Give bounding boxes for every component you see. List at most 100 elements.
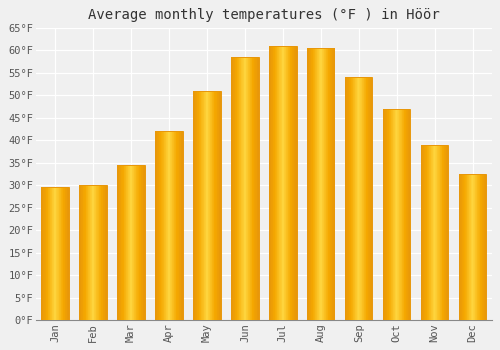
Bar: [168, 131, 169, 320]
Bar: [82, 185, 83, 320]
Bar: [290, 46, 291, 320]
Bar: [211, 91, 212, 320]
Bar: [201, 91, 202, 320]
Bar: [133, 165, 134, 320]
Bar: [55, 187, 56, 320]
Bar: [213, 91, 214, 320]
Bar: [482, 174, 483, 320]
Bar: [442, 145, 443, 320]
Bar: [362, 77, 363, 320]
Bar: [131, 165, 132, 320]
Bar: [384, 108, 385, 320]
Bar: [280, 46, 281, 320]
Bar: [86, 185, 87, 320]
Bar: [102, 185, 104, 320]
Bar: [80, 185, 81, 320]
Bar: [137, 165, 138, 320]
Bar: [329, 48, 330, 320]
Bar: [209, 91, 210, 320]
Bar: [136, 165, 137, 320]
Bar: [430, 145, 432, 320]
Bar: [459, 174, 460, 320]
Bar: [163, 131, 164, 320]
Bar: [352, 77, 354, 320]
Bar: [289, 46, 290, 320]
Bar: [287, 46, 288, 320]
Bar: [125, 165, 126, 320]
Bar: [406, 108, 407, 320]
Bar: [323, 48, 324, 320]
Bar: [371, 77, 372, 320]
Bar: [324, 48, 325, 320]
Bar: [236, 57, 238, 320]
Bar: [345, 77, 346, 320]
Bar: [436, 145, 437, 320]
Bar: [95, 185, 96, 320]
Bar: [92, 185, 93, 320]
Bar: [370, 77, 371, 320]
Bar: [427, 145, 428, 320]
Bar: [390, 108, 392, 320]
Bar: [402, 108, 403, 320]
Bar: [465, 174, 466, 320]
Bar: [320, 48, 321, 320]
Bar: [472, 174, 474, 320]
Bar: [50, 187, 51, 320]
Bar: [392, 108, 394, 320]
Bar: [252, 57, 253, 320]
Bar: [175, 131, 176, 320]
Bar: [118, 165, 120, 320]
Bar: [407, 108, 408, 320]
Bar: [249, 57, 250, 320]
Bar: [47, 187, 48, 320]
Title: Average monthly temperatures (°F ) in Höör: Average monthly temperatures (°F ) in Hö…: [88, 8, 440, 22]
Bar: [46, 187, 47, 320]
Bar: [81, 185, 82, 320]
Bar: [479, 174, 480, 320]
Bar: [484, 174, 485, 320]
Bar: [257, 57, 258, 320]
Bar: [464, 174, 465, 320]
Bar: [466, 174, 467, 320]
Bar: [162, 131, 163, 320]
Bar: [383, 108, 410, 320]
Bar: [62, 187, 64, 320]
Bar: [292, 46, 293, 320]
Bar: [364, 77, 365, 320]
Bar: [438, 145, 439, 320]
Bar: [426, 145, 427, 320]
Bar: [165, 131, 166, 320]
Bar: [120, 165, 121, 320]
Bar: [218, 91, 219, 320]
Bar: [231, 57, 232, 320]
Bar: [396, 108, 397, 320]
Bar: [194, 91, 220, 320]
Bar: [480, 174, 481, 320]
Bar: [42, 187, 69, 320]
Bar: [94, 185, 95, 320]
Bar: [44, 187, 45, 320]
Bar: [207, 91, 208, 320]
Bar: [286, 46, 287, 320]
Bar: [394, 108, 396, 320]
Bar: [129, 165, 130, 320]
Bar: [200, 91, 201, 320]
Bar: [87, 185, 88, 320]
Bar: [481, 174, 482, 320]
Bar: [440, 145, 441, 320]
Bar: [56, 187, 57, 320]
Bar: [97, 185, 98, 320]
Bar: [250, 57, 251, 320]
Bar: [459, 174, 486, 320]
Bar: [170, 131, 171, 320]
Bar: [293, 46, 294, 320]
Bar: [470, 174, 472, 320]
Bar: [132, 165, 133, 320]
Bar: [142, 165, 144, 320]
Bar: [59, 187, 60, 320]
Bar: [123, 165, 124, 320]
Bar: [310, 48, 312, 320]
Bar: [89, 185, 90, 320]
Bar: [447, 145, 448, 320]
Bar: [333, 48, 334, 320]
